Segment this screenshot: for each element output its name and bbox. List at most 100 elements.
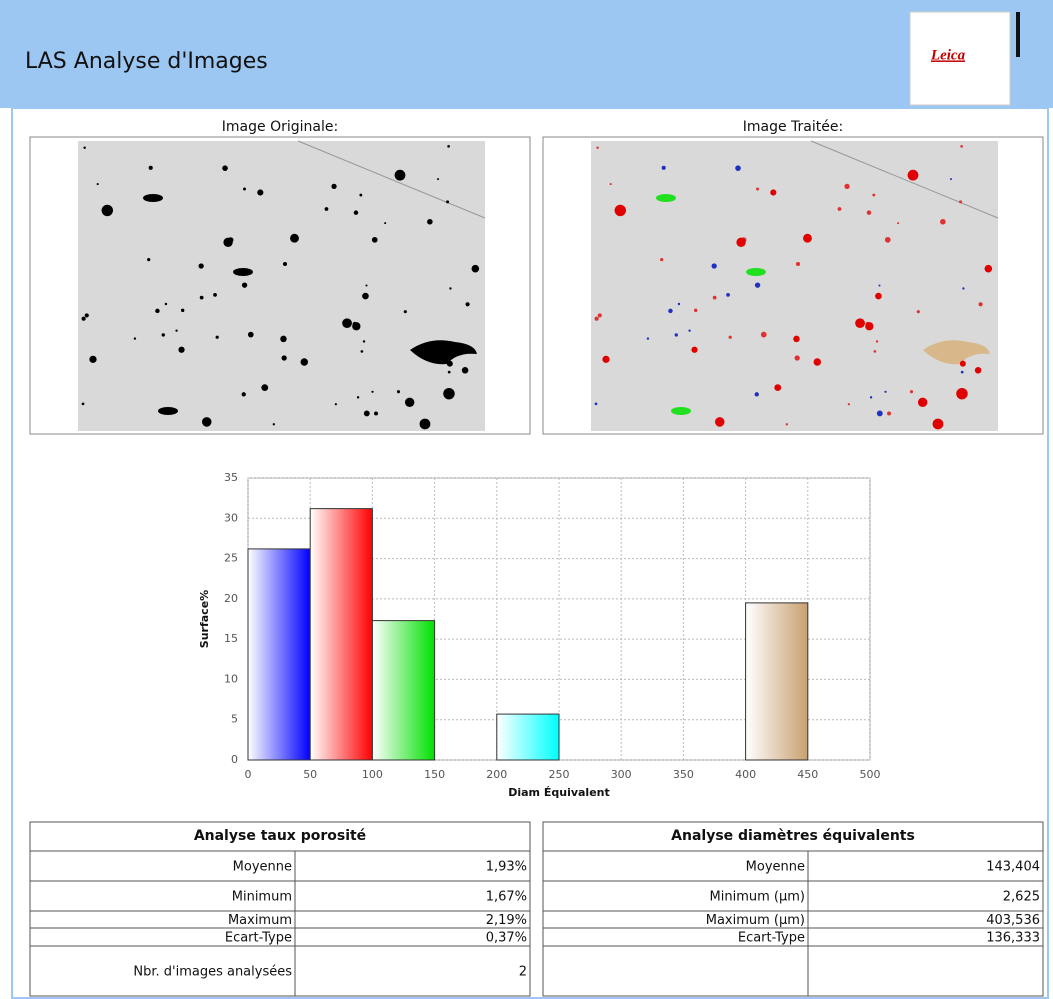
x-tick-label: 50 xyxy=(303,768,317,781)
pore xyxy=(876,410,883,417)
pore xyxy=(736,237,746,248)
pore xyxy=(199,295,204,300)
pore xyxy=(331,183,337,190)
pore xyxy=(148,165,153,170)
row-label: Minimum (µm) xyxy=(710,890,805,905)
row-value: 2,19% xyxy=(486,913,527,928)
pore xyxy=(241,282,248,288)
row-value: 1,93% xyxy=(486,860,527,875)
pore xyxy=(677,302,681,306)
pore xyxy=(602,355,610,363)
y-tick-label: 25 xyxy=(224,552,238,565)
pore xyxy=(155,308,160,314)
y-tick-label: 20 xyxy=(224,592,238,605)
pore xyxy=(334,403,337,406)
row-label: Ecart-Type xyxy=(225,931,292,946)
row-label: Maximum (µm) xyxy=(706,913,805,928)
pore xyxy=(384,222,387,225)
row-value: 2,625 xyxy=(1003,890,1040,905)
pore xyxy=(280,335,287,343)
pore xyxy=(597,313,602,318)
pore xyxy=(362,292,369,300)
y-tick-label: 15 xyxy=(224,632,238,645)
pore xyxy=(133,337,137,340)
pore xyxy=(282,261,288,267)
pore xyxy=(394,169,406,181)
pore xyxy=(884,390,887,393)
pore xyxy=(356,396,360,399)
row-value: 136,333 xyxy=(986,931,1040,946)
pore-medium xyxy=(233,268,253,276)
row-label: Minimum xyxy=(232,890,292,905)
pore xyxy=(241,392,246,397)
pore xyxy=(865,322,874,331)
pore xyxy=(661,165,666,170)
y-tick-label: 35 xyxy=(224,471,238,484)
pore xyxy=(932,418,944,430)
pore xyxy=(770,189,777,196)
pore xyxy=(875,340,879,343)
header-title: LAS Analyse d'Images xyxy=(25,49,268,74)
pore xyxy=(81,402,85,406)
pore xyxy=(465,302,470,307)
pore xyxy=(447,145,450,148)
pore xyxy=(984,264,993,273)
y-tick-label: 5 xyxy=(231,713,238,726)
table-title: Analyse taux porosité xyxy=(194,828,366,844)
y-tick-label: 10 xyxy=(224,672,238,685)
pore xyxy=(374,411,378,416)
pore xyxy=(909,390,914,394)
pore xyxy=(89,355,97,363)
pore xyxy=(371,236,378,243)
pore xyxy=(711,263,717,269)
pore xyxy=(872,193,876,197)
scratch xyxy=(810,140,999,219)
pore xyxy=(83,146,86,149)
pore xyxy=(84,313,89,318)
pore xyxy=(594,316,599,321)
row-value: 0,37% xyxy=(486,931,527,946)
pore xyxy=(974,366,982,374)
table-title: Analyse diamètres équivalents xyxy=(671,828,915,844)
pore xyxy=(978,302,983,307)
pore xyxy=(198,263,204,269)
x-tick-label: 200 xyxy=(486,768,507,781)
bar xyxy=(496,713,560,761)
pore xyxy=(257,189,264,196)
x-axis-label: Diam Équivalent xyxy=(508,786,610,799)
pore xyxy=(243,187,246,191)
x-tick-label: 350 xyxy=(673,768,694,781)
pore xyxy=(688,329,691,332)
bar xyxy=(309,508,373,761)
pore xyxy=(281,355,287,361)
pore xyxy=(950,178,953,181)
pore xyxy=(596,146,599,149)
pore xyxy=(81,316,86,321)
pore xyxy=(594,402,598,406)
pore xyxy=(300,358,309,366)
pore xyxy=(844,183,850,190)
pore xyxy=(223,237,233,248)
row-value: 1,67% xyxy=(486,890,527,905)
pore xyxy=(760,331,767,338)
pore xyxy=(342,318,352,329)
row-label: Maximum xyxy=(228,913,292,928)
x-tick-label: 450 xyxy=(797,768,818,781)
y-tick-label: 30 xyxy=(224,511,238,524)
x-tick-label: 0 xyxy=(245,768,252,781)
pore xyxy=(756,187,759,191)
pore xyxy=(261,384,269,392)
pore xyxy=(907,169,919,181)
pore xyxy=(290,233,299,243)
pore xyxy=(728,335,732,339)
row-value: 403,536 xyxy=(986,913,1040,928)
pore-large xyxy=(410,340,477,365)
logo-text: Leica xyxy=(930,47,966,63)
pore xyxy=(884,236,891,243)
pore xyxy=(712,295,717,300)
pore xyxy=(691,346,698,353)
table-frame xyxy=(542,821,1044,997)
pore xyxy=(101,204,114,217)
pore-medium xyxy=(656,194,676,202)
pore xyxy=(164,302,168,306)
